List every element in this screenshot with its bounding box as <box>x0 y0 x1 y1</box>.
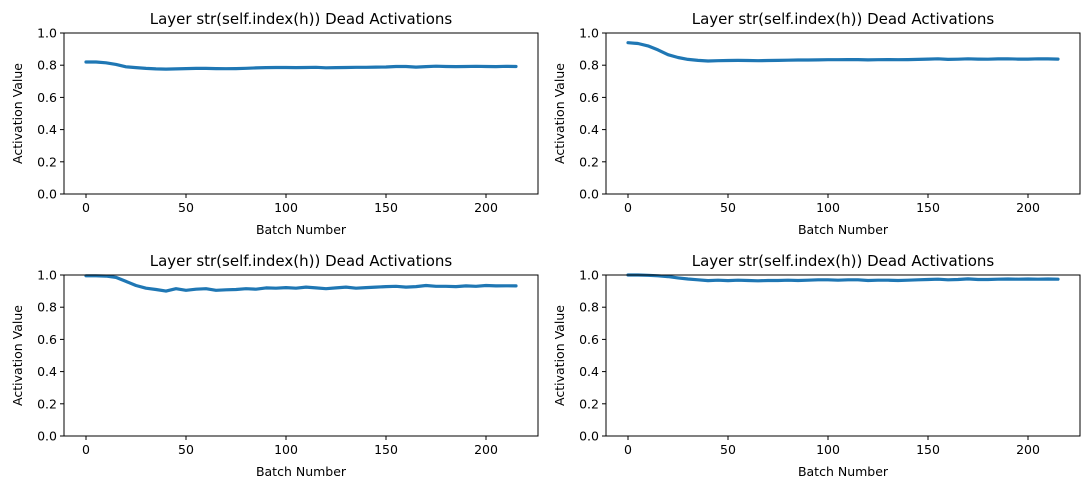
series-line <box>84 60 518 71</box>
y-tick-label: 0.8 <box>37 300 57 315</box>
y-tick-label: 0.4 <box>37 364 57 379</box>
y-tick-label: 0.2 <box>579 396 599 411</box>
x-tick-label: 200 <box>1016 442 1040 457</box>
y-tick-label: 0.2 <box>579 154 599 169</box>
x-tick-label: 150 <box>374 200 398 215</box>
x-tick-label: 150 <box>916 200 940 215</box>
chart-title: Layer str(self.index(h)) Dead Activation… <box>150 252 453 270</box>
x-axis-label: Batch Number <box>798 222 889 237</box>
series-line <box>84 274 518 293</box>
subplot-1: 0 50 100 150 200 0.0 0.2 0.4 0.6 0.8 1.0 Layer str(… <box>10 10 539 237</box>
y-tick-label: 0.8 <box>579 58 599 73</box>
subplot-2: 0 50 100 150 200 0.0 0.2 0.4 0.6 0.8 1.0 Layer str(… <box>552 10 1081 237</box>
x-tick-label: 200 <box>474 442 498 457</box>
x-tick-label: 150 <box>374 442 398 457</box>
series-line <box>626 41 1060 63</box>
y-tick-label: 0.0 <box>37 187 57 202</box>
y-axis-label: Activation Value <box>10 63 25 164</box>
x-tick-label: 0 <box>82 200 90 215</box>
subplot-3: 0 50 100 150 200 0.0 0.2 0.4 0.6 0.8 1.0 Layer str(… <box>10 252 539 479</box>
chart-title: Layer str(self.index(h)) Dead Activation… <box>692 10 995 28</box>
x-tick-label: 150 <box>916 442 940 457</box>
x-tick-label: 100 <box>274 200 298 215</box>
y-tick-label: 1.0 <box>579 268 599 283</box>
x-tick-label: 50 <box>178 200 194 215</box>
y-tick-label: 0.0 <box>579 187 599 202</box>
axes-frame <box>605 32 1081 195</box>
subplot-4: 0 50 100 150 200 0.0 0.2 0.4 0.6 0.8 1.0 Layer str(… <box>552 252 1081 479</box>
y-tick-label: 0.0 <box>579 429 599 444</box>
y-tick-label: 0.6 <box>37 332 57 347</box>
y-tick-label: 0.8 <box>579 300 599 315</box>
y-tick-label: 0.8 <box>37 58 57 73</box>
series-line <box>626 273 1060 283</box>
y-tick-label: 1.0 <box>37 268 57 283</box>
x-tick-label: 0 <box>624 442 632 457</box>
x-tick-label: 100 <box>816 442 840 457</box>
y-axis-label: Activation Value <box>552 305 567 406</box>
x-tick-label: 50 <box>178 442 194 457</box>
chart-title: Layer str(self.index(h)) Dead Activation… <box>150 10 453 28</box>
y-tick-label: 0.0 <box>37 429 57 444</box>
x-tick-label: 200 <box>1016 200 1040 215</box>
y-tick-label: 0.4 <box>579 364 599 379</box>
y-tick-label: 0.4 <box>579 122 599 137</box>
y-axis-label: Activation Value <box>10 305 25 406</box>
x-tick-label: 0 <box>82 442 90 457</box>
axes-frame <box>63 274 539 437</box>
chart-title: Layer str(self.index(h)) Dead Activation… <box>692 252 995 270</box>
y-tick-label: 1.0 <box>579 26 599 41</box>
x-tick-label: 100 <box>274 442 298 457</box>
y-tick-label: 0.4 <box>37 122 57 137</box>
axes-frame <box>63 32 539 195</box>
x-tick-label: 50 <box>720 200 736 215</box>
x-axis-label: Batch Number <box>256 464 347 479</box>
axes-frame <box>605 274 1081 437</box>
y-tick-label: 1.0 <box>37 26 57 41</box>
y-tick-label: 0.6 <box>37 90 57 105</box>
x-axis-label: Batch Number <box>798 464 889 479</box>
y-tick-label: 0.6 <box>579 332 599 347</box>
y-tick-label: 0.2 <box>37 154 57 169</box>
y-axis-label: Activation Value <box>552 63 567 164</box>
x-tick-label: 0 <box>624 200 632 215</box>
x-tick-label: 200 <box>474 200 498 215</box>
y-tick-label: 0.2 <box>37 396 57 411</box>
x-axis-label: Batch Number <box>256 222 347 237</box>
x-tick-label: 50 <box>720 442 736 457</box>
y-tick-label: 0.6 <box>579 90 599 105</box>
x-tick-label: 100 <box>816 200 840 215</box>
